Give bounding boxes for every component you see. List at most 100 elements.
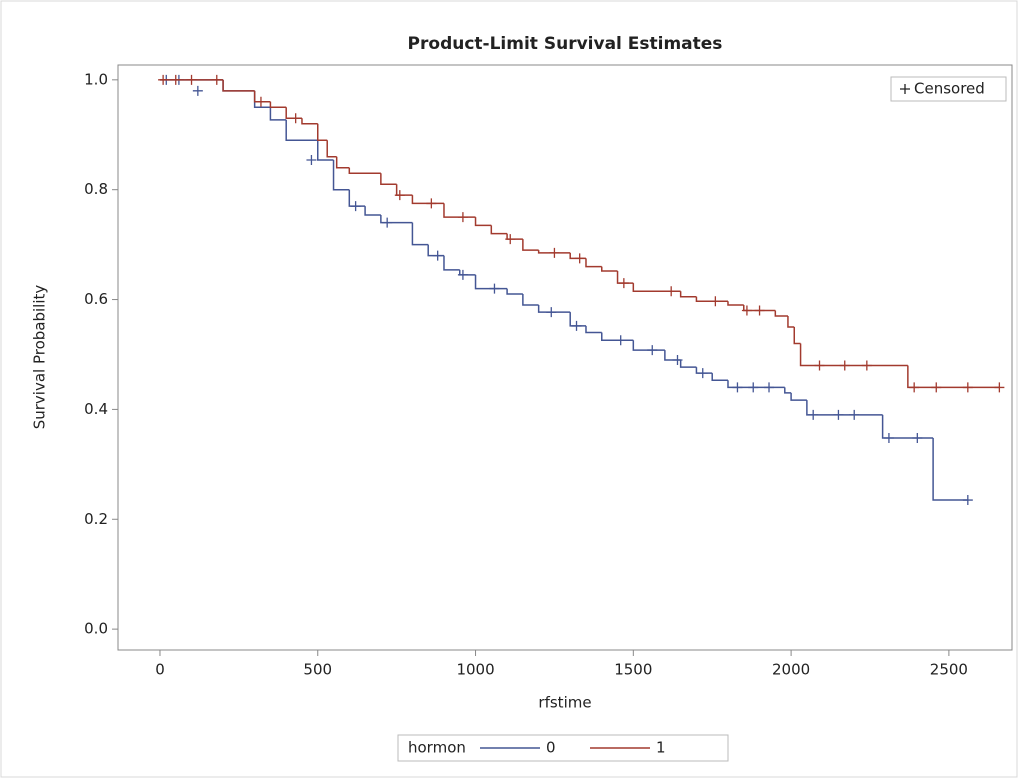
censored-mark	[505, 234, 516, 245]
survival-step	[711, 373, 728, 382]
censored-mark	[192, 85, 203, 96]
censored-mark	[697, 368, 708, 379]
censored-mark	[549, 247, 560, 258]
survival-step	[537, 305, 571, 313]
x-tick-label: 0	[155, 661, 165, 679]
censored-mark	[647, 345, 658, 356]
censored-mark	[211, 74, 222, 85]
censored-mark	[833, 409, 844, 420]
censored-mark	[158, 74, 169, 85]
censored-mark	[962, 495, 973, 506]
censored-mark	[394, 190, 405, 201]
y-tick-label: 0.0	[84, 620, 108, 638]
survival-step	[222, 79, 255, 92]
legend-censored-label: Censored	[914, 80, 985, 98]
censored-mark	[883, 432, 894, 443]
survival-step	[335, 156, 350, 169]
censored-mark	[754, 305, 765, 316]
censored-mark	[931, 382, 942, 393]
censored-mark	[574, 253, 585, 264]
survival-step	[285, 119, 318, 142]
censored-mark	[306, 155, 317, 166]
survival-step	[364, 206, 381, 216]
survival-step	[443, 255, 460, 271]
survival-step	[269, 107, 287, 121]
censored-mark	[839, 360, 850, 371]
survival-step	[490, 225, 508, 235]
censored-mark	[912, 432, 923, 443]
censored-mark	[666, 286, 677, 297]
survival-step	[380, 173, 397, 185]
survival-step	[784, 387, 792, 394]
survival-step	[326, 140, 337, 158]
survival-step	[585, 258, 602, 268]
censored-mark	[255, 96, 266, 107]
censored-mark	[741, 305, 752, 316]
x-tick-label: 1500	[614, 661, 652, 679]
survival-step	[679, 291, 697, 298]
censored-mark	[748, 382, 759, 393]
censored-mark	[350, 201, 361, 212]
survival-step	[932, 437, 968, 501]
chart-title: Product-Limit Survival Estimates	[408, 34, 723, 54]
inset-legend	[890, 76, 1007, 102]
censored-mark	[546, 307, 557, 318]
survival-step	[317, 140, 334, 161]
censored-mark	[861, 360, 872, 371]
censored-mark	[710, 296, 721, 307]
y-tick-label: 1.0	[84, 70, 108, 88]
survival-step	[380, 214, 413, 224]
survival-step	[474, 217, 492, 227]
x-tick-label: 500	[303, 661, 332, 679]
survival-step	[522, 239, 539, 251]
survival-step	[506, 288, 523, 295]
survival-step	[411, 222, 429, 246]
survival-step	[332, 160, 350, 191]
survival-step	[787, 316, 795, 328]
x-tick-label: 1000	[456, 661, 494, 679]
survival-step	[269, 101, 287, 109]
censored-mark	[764, 382, 775, 393]
y-tick-label: 0.6	[84, 290, 108, 308]
censored-mark	[732, 382, 743, 393]
censored-mark	[489, 283, 500, 294]
censored-mark	[672, 354, 683, 365]
censored-mark	[457, 212, 468, 223]
survival-step	[774, 310, 788, 317]
censored-mark	[814, 360, 825, 371]
censored-mark	[962, 382, 973, 393]
survival-step	[793, 327, 801, 345]
survival-step	[601, 266, 618, 272]
survival-step	[799, 343, 908, 367]
y-tick-label: 0.4	[84, 400, 108, 418]
y-tick-label: 0.2	[84, 510, 108, 528]
survival-step	[632, 283, 681, 293]
survival-step	[537, 250, 571, 254]
survival-step	[727, 301, 744, 306]
x-axis-label: rfstime	[538, 694, 591, 712]
censored-mark	[186, 74, 197, 85]
x-tick-label: 2500	[930, 661, 968, 679]
legend-title: hormon	[408, 739, 466, 757]
survival-step	[348, 167, 381, 174]
survival-step	[317, 123, 328, 142]
censored-mark	[382, 217, 393, 228]
censored-mark	[994, 382, 1005, 393]
censored-mark	[618, 278, 629, 289]
survival-step	[301, 118, 318, 125]
survival-step	[790, 392, 807, 401]
censored-mark	[457, 269, 468, 280]
y-tick-label: 0.8	[84, 180, 108, 198]
y-axis-label: Survival Probability	[31, 285, 49, 430]
censored-mark	[615, 335, 626, 346]
censored-mark	[909, 382, 920, 393]
censored-mark	[849, 409, 860, 420]
censored-mark	[571, 320, 582, 331]
legend-censored-symbol	[900, 84, 910, 94]
survival-step	[679, 359, 697, 368]
censored-mark	[432, 250, 443, 261]
censored-mark	[426, 198, 437, 209]
censored-mark	[170, 74, 181, 85]
